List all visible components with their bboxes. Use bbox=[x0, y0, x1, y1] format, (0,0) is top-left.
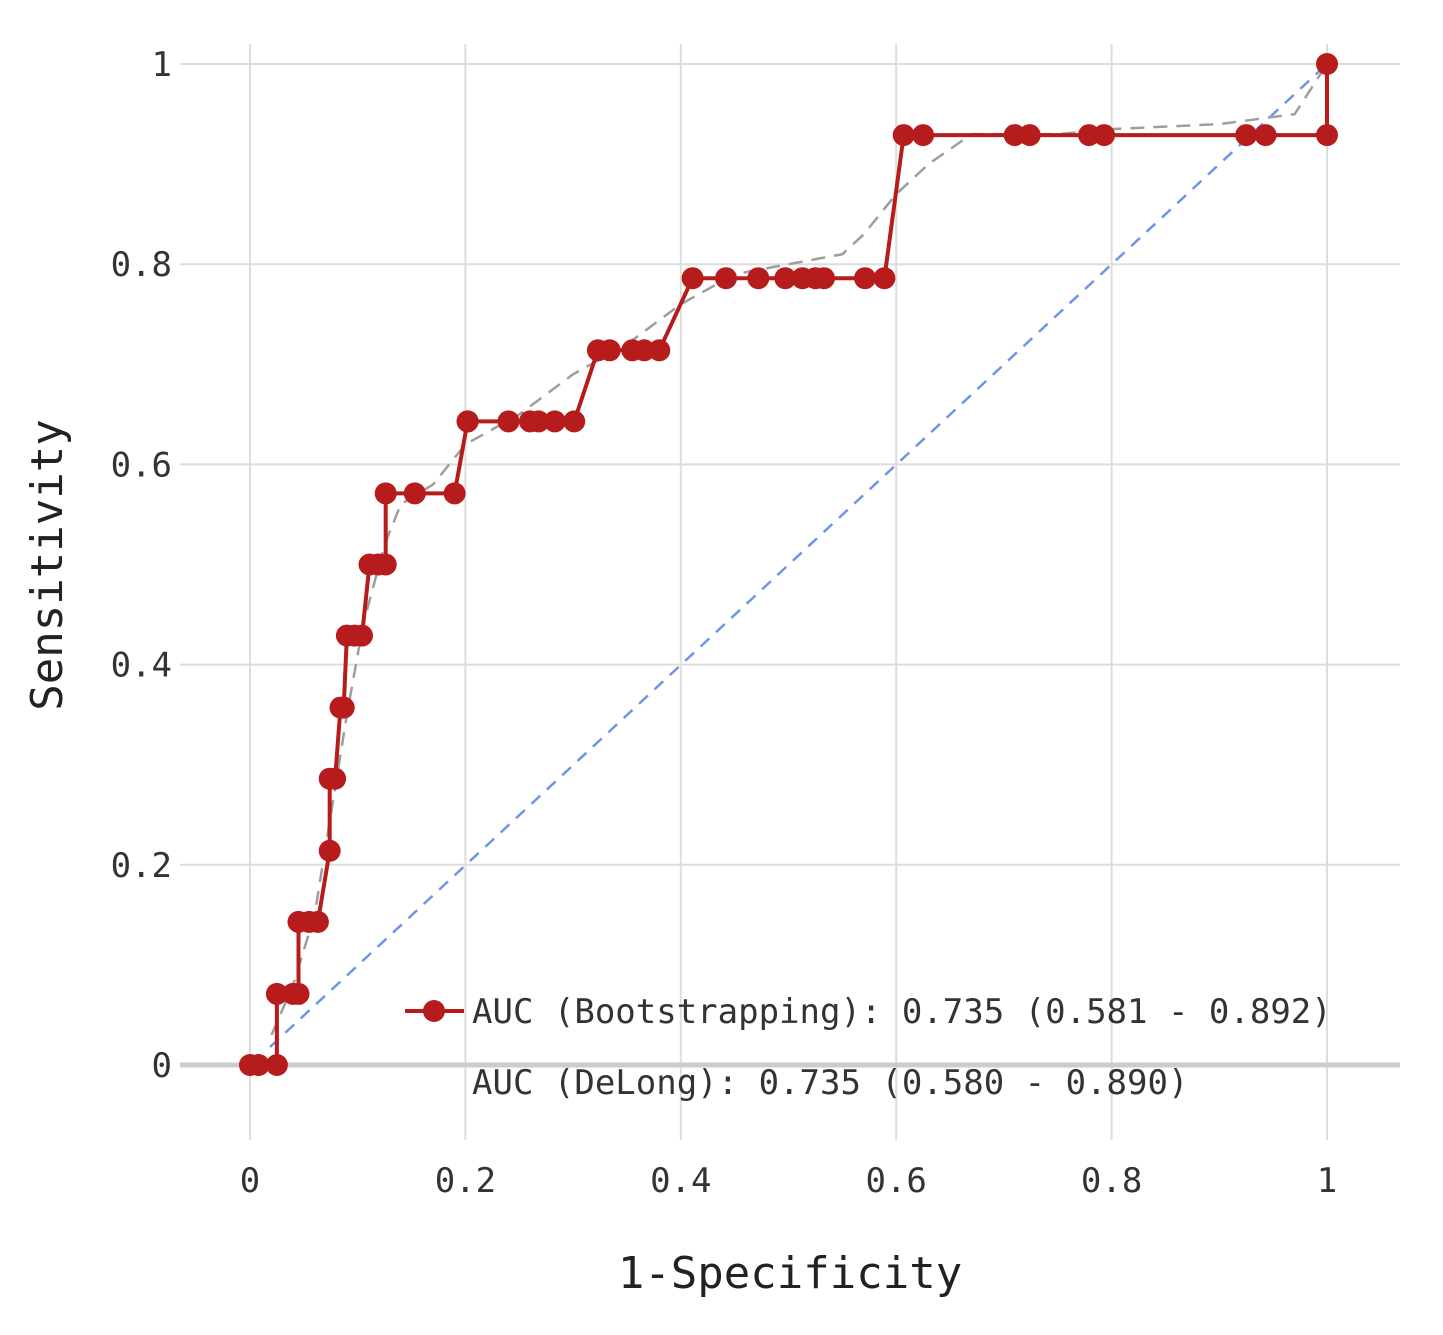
x-tick-label: 1 bbox=[1317, 1161, 1337, 1201]
x-tick-label: 0.2 bbox=[435, 1161, 496, 1201]
roc-point bbox=[543, 410, 566, 433]
reference-diagonal-line bbox=[269, 63, 1328, 1048]
grid bbox=[180, 44, 1400, 1140]
y-tick-label: 1 bbox=[152, 45, 172, 85]
roc-point bbox=[443, 482, 466, 505]
roc-point bbox=[892, 124, 915, 147]
y-tick-label: 0.4 bbox=[111, 646, 172, 686]
roc-point bbox=[598, 339, 621, 362]
roc-point bbox=[681, 267, 704, 290]
x-tick-label: 0.8 bbox=[1081, 1161, 1142, 1201]
roc-point bbox=[374, 482, 397, 505]
roc-point bbox=[324, 767, 347, 790]
roc-point bbox=[747, 267, 770, 290]
roc-point bbox=[247, 1054, 270, 1076]
legend-roc-swatch-marker bbox=[423, 1000, 445, 1022]
roc-point bbox=[287, 982, 310, 1005]
legend-delong-label: AUC (DeLong): 0.735 (0.580 - 0.890) bbox=[472, 1063, 1188, 1103]
roc-point bbox=[351, 624, 373, 647]
roc-point bbox=[1235, 124, 1258, 147]
roc-point bbox=[1254, 124, 1277, 147]
roc-point bbox=[1316, 124, 1338, 147]
y-tick-label: 0 bbox=[152, 1046, 172, 1086]
y-tick-label: 0.6 bbox=[111, 445, 172, 485]
x-tick-label: 0.6 bbox=[865, 1161, 926, 1201]
roc-point bbox=[374, 553, 397, 576]
roc-point bbox=[318, 839, 341, 862]
roc-point bbox=[912, 124, 935, 147]
roc-point bbox=[265, 982, 288, 1005]
y-tick-label: 0.2 bbox=[111, 846, 172, 886]
roc-point bbox=[1018, 124, 1041, 147]
roc-point bbox=[497, 410, 520, 433]
x-axis-title: 1-Specificity bbox=[618, 1248, 962, 1299]
roc-point bbox=[306, 910, 329, 933]
roc-point bbox=[648, 339, 671, 362]
y-axis-title: Sensitivity bbox=[22, 419, 73, 710]
roc-point bbox=[774, 267, 797, 290]
roc-point bbox=[1316, 53, 1338, 75]
legend: AUC (Bootstrapping): 0.735 (0.581 - 0.89… bbox=[405, 992, 1332, 1103]
roc-point bbox=[265, 1054, 288, 1076]
roc-curve-layer bbox=[239, 53, 1338, 1076]
roc-point bbox=[813, 267, 835, 290]
roc-point bbox=[563, 410, 586, 433]
reference-line-layer bbox=[269, 63, 1328, 1048]
roc-point bbox=[715, 267, 737, 290]
roc-point bbox=[873, 267, 896, 290]
roc-point bbox=[456, 410, 479, 433]
roc-point bbox=[527, 410, 550, 433]
x-tick-label: 0 bbox=[240, 1161, 260, 1201]
roc-point bbox=[633, 339, 656, 362]
tick-labels: 0 0.2 0.4 0.6 0.8 1 0 0.2 0.4 0.6 0.8 1 bbox=[111, 45, 1338, 1201]
legend-bootstrapping-label: AUC (Bootstrapping): 0.735 (0.581 - 0.89… bbox=[472, 992, 1332, 1032]
x-tick-label: 0.4 bbox=[650, 1161, 711, 1201]
roc-point bbox=[332, 696, 355, 719]
roc-point bbox=[1093, 124, 1116, 147]
roc-point bbox=[1078, 124, 1100, 147]
roc-point bbox=[854, 267, 876, 290]
y-tick-label: 0.8 bbox=[111, 245, 172, 285]
roc-point bbox=[403, 482, 426, 505]
